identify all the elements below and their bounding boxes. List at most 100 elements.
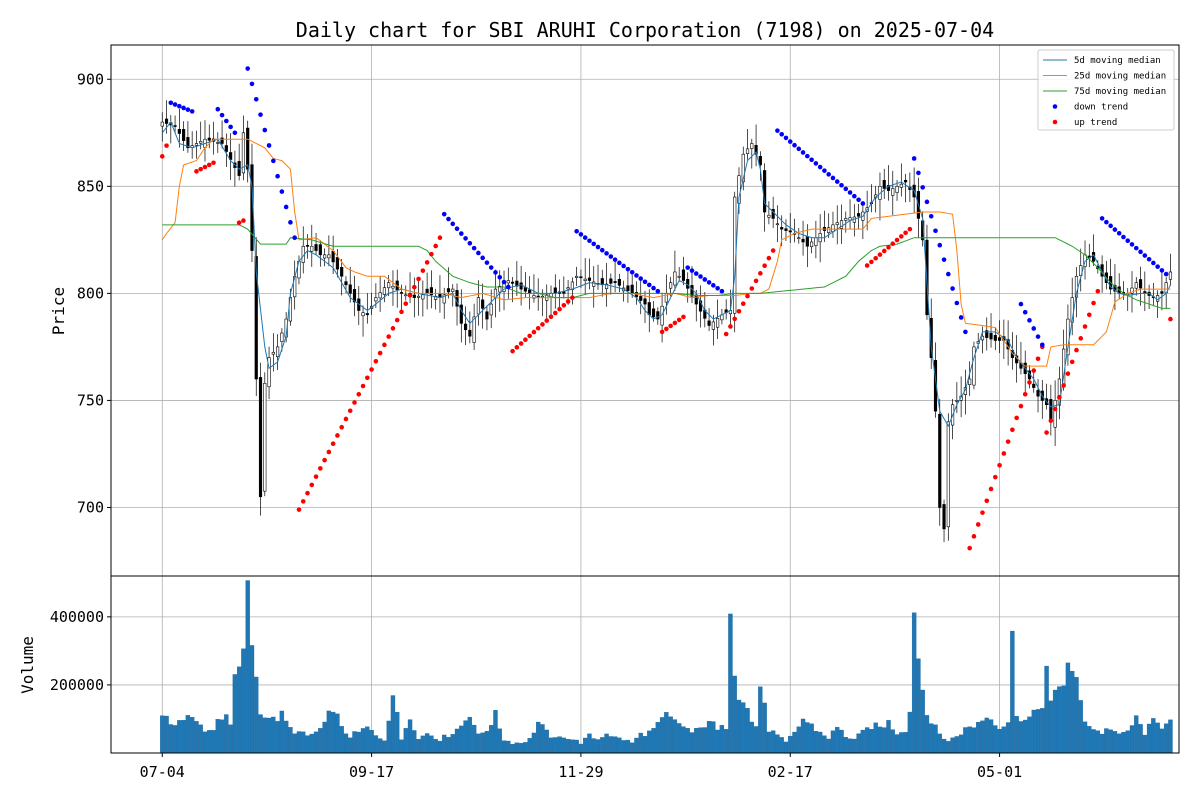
legend-label: 25d moving median bbox=[1074, 72, 1166, 82]
volume-bar bbox=[1027, 716, 1032, 754]
up-trend-dot bbox=[514, 345, 520, 350]
up-trend-dot bbox=[300, 499, 306, 504]
candle-down bbox=[1160, 291, 1164, 294]
candle-down bbox=[348, 284, 352, 294]
x-ticks: 07-04 09-17 11-29 02-17 05-01 bbox=[140, 753, 1022, 781]
candle-down bbox=[177, 128, 181, 134]
down-trend-dot bbox=[843, 186, 849, 192]
up-trend-dot bbox=[552, 310, 558, 316]
up-trend-dot bbox=[164, 143, 169, 148]
volume-bar bbox=[224, 714, 229, 754]
volume-bar bbox=[1023, 719, 1028, 754]
candle-down bbox=[446, 288, 451, 293]
legend-swatch-dot bbox=[1052, 104, 1058, 109]
down-trend-dot bbox=[629, 269, 635, 275]
chart-title: Daily chart for SBI ARUHI Corporation (7… bbox=[296, 18, 994, 42]
x-tick-label: 07-04 bbox=[140, 763, 185, 781]
volume-bar bbox=[1005, 722, 1011, 754]
candle-up bbox=[382, 287, 386, 295]
volume-bar bbox=[275, 721, 280, 754]
x-tick-label: 05-01 bbox=[977, 763, 1022, 781]
up-trend-dot bbox=[894, 237, 900, 243]
price-tick-label: 800 bbox=[77, 284, 104, 302]
trend-dots bbox=[159, 66, 1173, 551]
volume-bar bbox=[1061, 685, 1066, 754]
down-trend-dot bbox=[258, 112, 263, 117]
up-trend-dot bbox=[728, 324, 733, 329]
down-trend-dot bbox=[834, 179, 840, 184]
volume-bar bbox=[309, 733, 314, 754]
volume-bar bbox=[583, 737, 588, 754]
up-trend-dot bbox=[1078, 336, 1084, 341]
up-trend-dot bbox=[347, 408, 353, 414]
volume-bar bbox=[1087, 726, 1092, 754]
candle-down bbox=[528, 289, 532, 294]
candle-down bbox=[630, 284, 634, 294]
candle-down bbox=[459, 304, 463, 324]
volume-bar bbox=[1001, 726, 1007, 754]
down-trend-dot bbox=[476, 250, 481, 256]
volume-bar bbox=[160, 715, 165, 754]
volume-bar bbox=[283, 720, 289, 754]
volume-bar bbox=[758, 686, 763, 754]
volume-bar bbox=[185, 715, 191, 754]
down-trend-dot bbox=[685, 265, 691, 270]
volume-bar bbox=[971, 727, 977, 754]
candle-up bbox=[767, 214, 771, 218]
volume-bar bbox=[1151, 718, 1156, 754]
up-trend-dot bbox=[241, 218, 246, 223]
volume-bar bbox=[557, 736, 562, 754]
up-trend-dot bbox=[980, 510, 985, 515]
volume-bar bbox=[916, 658, 921, 754]
candle-down bbox=[1138, 279, 1143, 289]
volume-bar bbox=[292, 733, 297, 754]
down-trend-dot bbox=[441, 211, 447, 217]
up-trend-dot bbox=[1091, 300, 1096, 306]
up-trend-dot bbox=[330, 441, 336, 447]
candle-down bbox=[613, 281, 617, 283]
up-trend-dot bbox=[318, 466, 323, 471]
up-trend-dot bbox=[548, 314, 554, 320]
up-trend-dot bbox=[770, 248, 776, 253]
volume-bar bbox=[446, 737, 451, 754]
volume-bar bbox=[933, 724, 938, 754]
volume-bar bbox=[796, 726, 801, 754]
candle-up bbox=[374, 297, 378, 302]
up-trend-dot bbox=[313, 474, 319, 479]
volume-bar bbox=[852, 738, 857, 754]
candle-down bbox=[904, 179, 908, 183]
up-trend-dot bbox=[386, 334, 391, 339]
candle-down bbox=[207, 137, 211, 141]
up-trend-dot bbox=[1057, 394, 1062, 400]
down-trend-dot bbox=[800, 150, 806, 155]
down-trend-dot bbox=[693, 271, 699, 276]
candle-down bbox=[651, 308, 656, 318]
down-trend-dot bbox=[459, 231, 464, 236]
volume-bar bbox=[442, 734, 447, 754]
volume-bar bbox=[271, 716, 276, 754]
volume-bar bbox=[788, 735, 793, 754]
price-tick-label: 750 bbox=[77, 391, 104, 409]
candle-up bbox=[194, 143, 199, 146]
candle-down bbox=[399, 292, 404, 294]
up-trend-dot bbox=[1048, 418, 1054, 424]
up-trend-dot bbox=[377, 350, 383, 356]
candle-up bbox=[797, 237, 801, 240]
down-trend-dot bbox=[625, 266, 631, 272]
volume-bar bbox=[587, 733, 592, 754]
volume-bar bbox=[869, 729, 874, 754]
volume-bar bbox=[980, 720, 985, 754]
candle-up bbox=[946, 421, 950, 528]
down-trend-dot bbox=[215, 106, 221, 112]
down-trend-dot bbox=[604, 251, 609, 256]
up-trend-dot bbox=[971, 534, 977, 539]
down-trend-dot bbox=[279, 189, 285, 194]
volume-bar bbox=[501, 740, 507, 754]
down-trend-dot bbox=[578, 232, 584, 237]
up-trend-dot bbox=[732, 316, 738, 322]
volume-bar bbox=[993, 725, 998, 754]
volume-bar bbox=[963, 727, 968, 754]
up-trend-dot bbox=[305, 490, 310, 496]
volume-bar bbox=[1074, 677, 1079, 754]
up-trend-dot bbox=[672, 320, 678, 326]
